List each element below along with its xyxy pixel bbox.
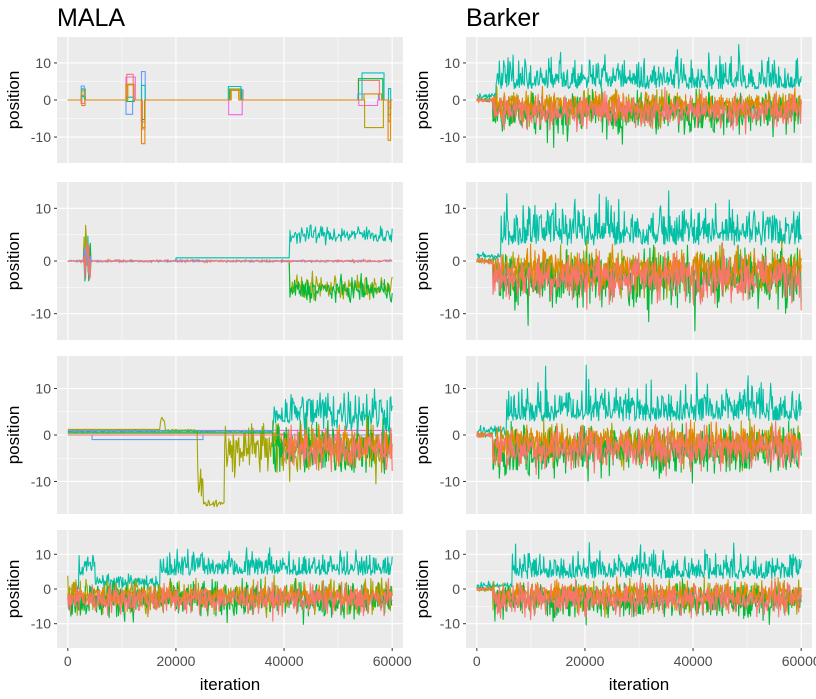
y-axis-label: position [413,560,432,619]
x-axis-label: iteration [609,675,669,694]
y-tick-label: -10 [440,616,460,632]
x-tick-label: 0 [473,653,481,669]
trace-lines [67,547,393,625]
panel-title: Barker [466,4,540,32]
trace-lines [476,364,802,484]
trace-series-1 [476,44,802,99]
panel-2: -10 0 10 position Barker [413,4,812,163]
y-tick-label: 10 [35,381,51,397]
x-tick-label: 20000 [156,653,195,669]
x-tick-label: 60000 [782,653,816,669]
y-tick-label: -10 [440,129,460,145]
x-tick-label: 60000 [373,653,412,669]
y-tick-label: 10 [444,381,460,397]
trace-series-5 [476,576,802,621]
y-axis-label: position [4,560,23,619]
x-tick-label: 0 [64,653,72,669]
y-tick-label: 0 [452,253,460,269]
trace-lines [67,224,393,304]
trace-series-1 [476,190,802,262]
trace-series-1 [476,542,802,590]
trace-series-5 [476,242,802,311]
y-tick-label: 10 [444,55,460,71]
y-tick-label: -10 [31,306,51,322]
trace-lines [67,388,393,508]
x-tick-label: 20000 [565,653,604,669]
y-tick-label: -10 [31,473,51,489]
x-tick-label: 40000 [674,653,713,669]
y-tick-label: 10 [35,200,51,216]
trace-series-2 [476,86,802,129]
y-tick-label: 0 [452,427,460,443]
y-tick-label: 0 [43,427,51,443]
trace-series-1 [67,547,393,591]
x-tick-label: 40000 [265,653,304,669]
y-tick-label: -10 [31,129,51,145]
y-tick-label: 0 [43,581,51,597]
panel-4: -10 0 10 position [413,182,812,340]
y-axis-label: position [413,71,432,130]
y-tick-label: 0 [452,581,460,597]
y-tick-label: -10 [31,616,51,632]
y-tick-label: 0 [452,92,460,108]
trace-series-1 [476,364,802,437]
y-tick-label: 10 [444,200,460,216]
panel-6: -10 0 10 position [413,356,812,514]
trace-lines [476,190,802,332]
y-axis-label: position [413,232,432,291]
y-axis-label: position [4,232,23,291]
panel-3: -10 0 10 position [4,182,403,340]
y-axis-label: position [4,406,23,465]
panel-5: -10 0 10 position [4,356,403,514]
y-tick-label: -10 [440,306,460,322]
trace-series-5 [67,388,393,437]
trace-series-8 [67,424,393,473]
y-tick-label: 10 [35,546,51,562]
y-axis-label: position [4,71,23,130]
panel-8: -10 0 10 0 20000 40000 60000 position iteration [413,530,816,694]
trace-series-5 [476,420,802,477]
y-axis-label: position [413,406,432,465]
trace-series-4 [476,85,802,122]
y-tick-label: 10 [444,546,460,562]
y-tick-label: 10 [35,55,51,71]
panel-7: -10 0 10 0 20000 40000 60000 position iteration [4,530,412,694]
y-tick-label: 0 [43,92,51,108]
trace-series-5 [476,86,802,135]
trace-series-5 [67,578,393,622]
panel-title: MALA [57,4,125,32]
trace-lines [476,542,802,626]
trace-series-5 [67,241,393,280]
x-axis-label: iteration [200,675,260,694]
trace-lines [476,44,802,148]
panel-1: -10 0 10 position MALA [4,4,403,163]
y-tick-label: -10 [440,473,460,489]
y-tick-label: 0 [43,253,51,269]
trace-lines [67,71,393,145]
trace-series-7 [67,83,393,145]
